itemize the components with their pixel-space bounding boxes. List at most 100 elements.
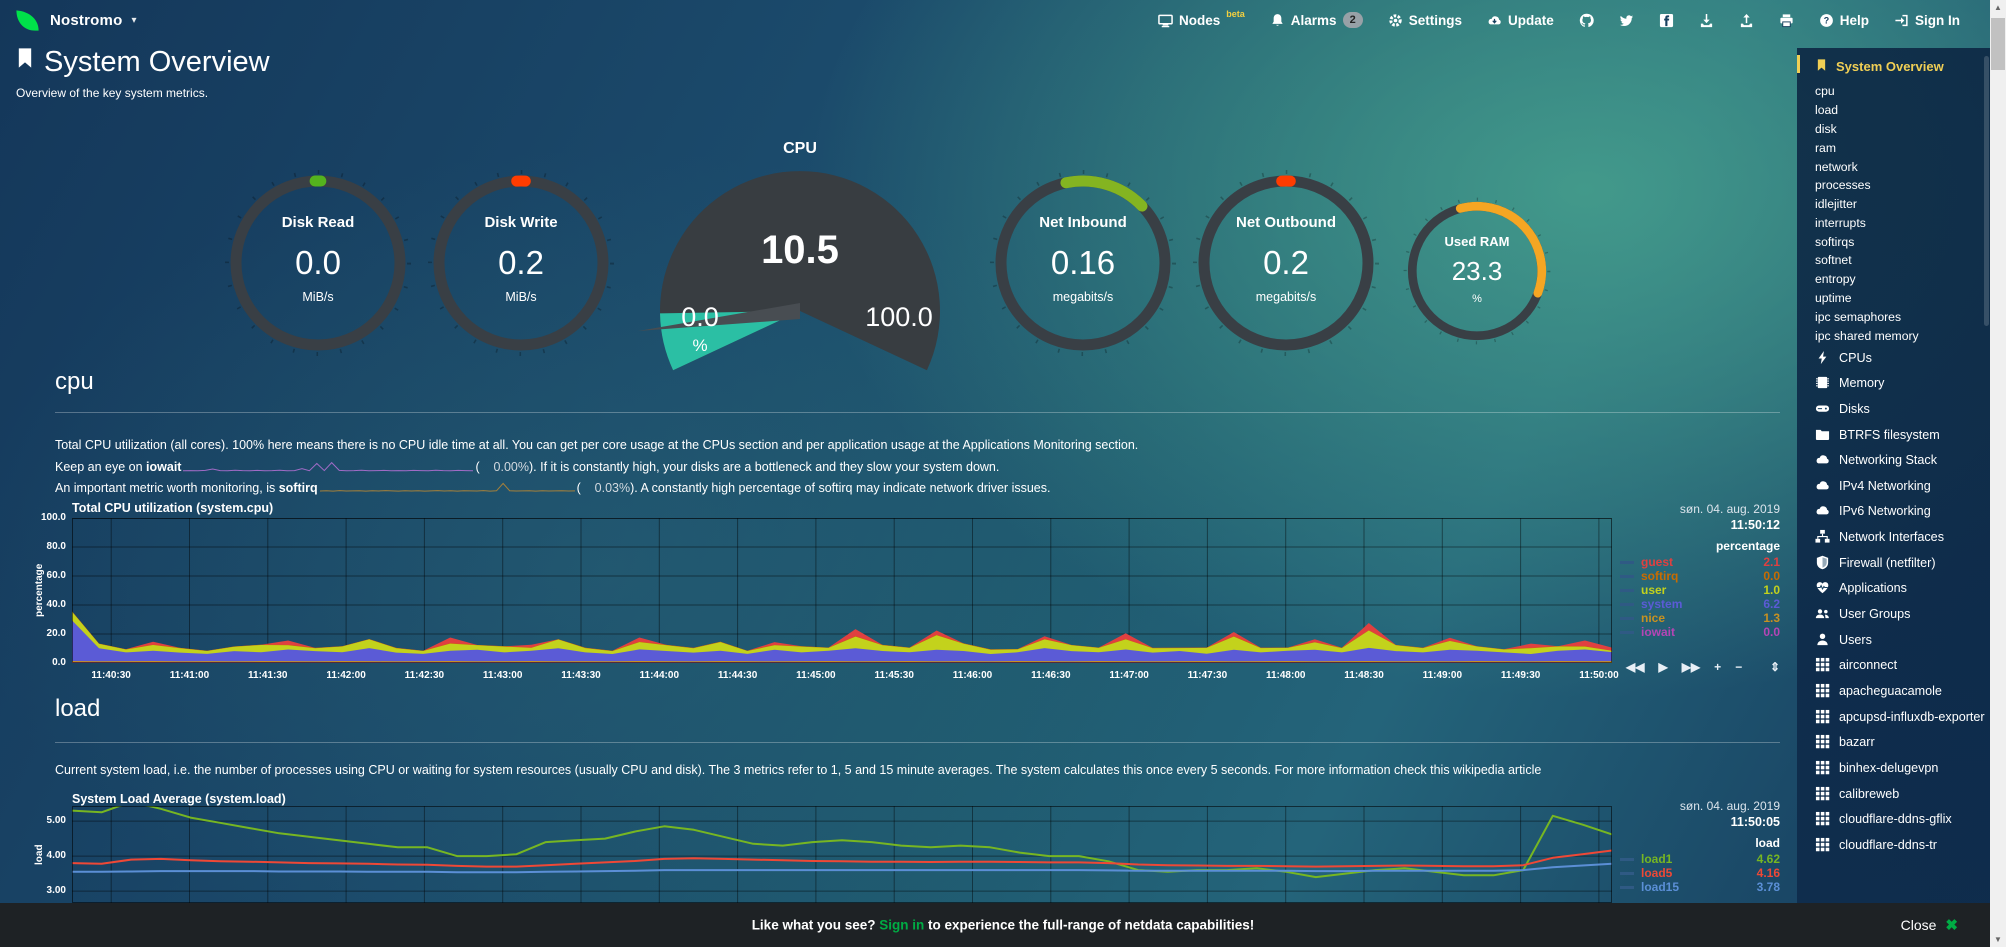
- cpu-chart-plot[interactable]: [72, 517, 1612, 668]
- nav-sign-in[interactable]: Sign In: [1894, 13, 1960, 28]
- legend-row-system[interactable]: system 6.2: [1620, 597, 1780, 611]
- legend-row-load1[interactable]: load1 4.62: [1620, 852, 1780, 866]
- sidebar-subitem-ram[interactable]: ram: [1815, 140, 1836, 155]
- resize-handle[interactable]: ⇕: [1769, 660, 1780, 674]
- sidebar-subitem-load[interactable]: load: [1815, 103, 1839, 118]
- sidebar-item-airconnect[interactable]: airconnect: [1797, 653, 1990, 679]
- legend-date: søn. 04. aug. 2019: [1679, 799, 1780, 813]
- legend-row-load15[interactable]: load15 3.78: [1620, 880, 1780, 894]
- scrollbar-down-arrow[interactable]: ▼: [1994, 935, 2002, 944]
- sidebar-item-network-interfaces[interactable]: Network Interfaces: [1797, 525, 1990, 551]
- nav-download[interactable]: [1699, 13, 1714, 28]
- nav-update[interactable]: Update: [1487, 13, 1554, 28]
- sidebar-subitem-idlejitter[interactable]: idlejitter: [1815, 197, 1857, 212]
- legend-rows: load1 4.62 load5 4.16 load15 3.78: [1620, 852, 1780, 894]
- play-button[interactable]: ▶: [1658, 660, 1668, 674]
- sidebar-subitem-disk[interactable]: disk: [1815, 121, 1837, 136]
- zoom-in-button[interactable]: +: [1714, 660, 1722, 674]
- sidebar-subitem-softirqs[interactable]: softirqs: [1815, 234, 1855, 249]
- sidebar-subitem-ipc-shared-memory[interactable]: ipc shared memory: [1815, 328, 1919, 343]
- sidebar-subitem-uptime[interactable]: uptime: [1815, 290, 1852, 305]
- net-outbound-gauge[interactable]: Net Outbound 0.2 megabits/s: [1191, 168, 1381, 358]
- sidebar-item-system-overview[interactable]: System Overview: [1797, 48, 1990, 82]
- chevron-down-icon[interactable]: ▾: [131, 14, 137, 26]
- legend-row-load5[interactable]: load5 4.16: [1620, 866, 1780, 880]
- sidebar-item-calibreweb[interactable]: calibreweb: [1797, 781, 1990, 807]
- sidebar-item-label: IPv4 Networking: [1839, 478, 1931, 493]
- sidebar-item-disks[interactable]: Disks: [1797, 396, 1990, 422]
- sidebar-subitem-ipc-semaphores[interactable]: ipc semaphores: [1815, 309, 1902, 324]
- legend-dash: [1620, 574, 1634, 578]
- sidebar-item-binhex-delugevpn[interactable]: binhex-delugevpn: [1797, 755, 1990, 781]
- nav-help[interactable]: ? Help: [1819, 13, 1869, 28]
- used-ram-gauge[interactable]: Used RAM 23.3 %: [1402, 196, 1552, 346]
- legend-units-header: percentage: [1715, 539, 1780, 553]
- legend-series-name: system: [1641, 597, 1683, 611]
- sidebar-subitem-interrupts[interactable]: interrupts: [1815, 215, 1866, 230]
- sidebar-item-users[interactable]: Users: [1797, 627, 1990, 653]
- sidebar-item-memory[interactable]: Memory: [1797, 371, 1990, 397]
- nav-settings[interactable]: Settings: [1388, 13, 1462, 28]
- disk-read-gauge[interactable]: Disk Read 0.0 MiB/s: [223, 168, 413, 358]
- nav-alarms[interactable]: Alarms 2: [1270, 12, 1363, 28]
- sidebar-item-networking-stack[interactable]: Networking Stack: [1797, 448, 1990, 474]
- sidebar-item-btrfs-filesystem[interactable]: BTRFS filesystem: [1797, 422, 1990, 448]
- download-icon: [1699, 13, 1714, 28]
- legend-row-guest[interactable]: guest 2.1: [1620, 555, 1780, 569]
- x-tick: 11:44:00: [639, 670, 680, 681]
- chart-toolbar: ◀◀ ▶ ▶▶ + − ⇕: [1626, 660, 1780, 674]
- pan-forward-button[interactable]: ▶▶: [1681, 660, 1701, 674]
- x-tick: 11:41:30: [248, 670, 288, 681]
- close-banner-button[interactable]: Close ✖: [1901, 916, 1958, 934]
- gauge-label: Disk Write: [484, 214, 558, 231]
- signin-icon: [1894, 13, 1909, 28]
- disk-write-gauge[interactable]: Disk Write 0.2 MiB/s: [426, 168, 616, 358]
- scrollbar-thumb[interactable]: [1991, 18, 2005, 70]
- sidebar-item-apacheguacamole[interactable]: apacheguacamole: [1797, 678, 1990, 704]
- brand-menu[interactable]: Nostromo ▾: [0, 7, 136, 34]
- grid-icon: [1815, 658, 1830, 672]
- cpu-gauge[interactable]: CPU 10.5 0.0 100.0 %: [630, 140, 970, 371]
- pan-backward-button[interactable]: ◀◀: [1626, 660, 1645, 674]
- sidebar-scrollbar-thumb[interactable]: [1984, 56, 1989, 326]
- sign-in-link[interactable]: Sign in: [879, 917, 925, 933]
- legend-row-softirq[interactable]: softirq 0.0: [1620, 569, 1780, 583]
- legend-date: søn. 04. aug. 2019: [1679, 502, 1780, 516]
- sidebar-subitem-network[interactable]: network: [1815, 159, 1858, 174]
- sidebar-subitem-softnet[interactable]: softnet: [1815, 253, 1852, 268]
- page-scrollbar[interactable]: ▲ ▼: [1990, 0, 2006, 947]
- nav-twitter[interactable]: [1619, 13, 1634, 28]
- nav-github[interactable]: [1579, 13, 1594, 28]
- legend-row-user[interactable]: user 1.0: [1620, 583, 1780, 597]
- nav-nodes[interactable]: Nodes beta: [1158, 9, 1245, 28]
- sidebar-item-apcupsd-influxdb-exporter[interactable]: apcupsd-influxdb-exporter: [1797, 704, 1990, 730]
- sidebar-item-label: bazarr: [1839, 735, 1875, 750]
- sidebar-subitem-processes[interactable]: processes: [1815, 178, 1871, 193]
- sidebar-item-firewall-netfilter-[interactable]: Firewall (netfilter): [1797, 550, 1990, 576]
- legend-series-name: load15: [1641, 880, 1680, 894]
- zoom-out-button[interactable]: −: [1735, 660, 1743, 674]
- nav-print[interactable]: [1779, 13, 1794, 28]
- gauge-unit: %: [692, 336, 708, 355]
- heartbeat-icon: [1815, 581, 1830, 595]
- nav-upload[interactable]: [1739, 13, 1754, 28]
- sidebar-item-cpus[interactable]: CPUs: [1797, 345, 1990, 371]
- nav-facebook[interactable]: [1659, 13, 1674, 28]
- sidebar-subitem-cpu[interactable]: cpu: [1815, 84, 1835, 99]
- net-inbound-gauge[interactable]: Net Inbound 0.16 megabits/s: [988, 168, 1178, 358]
- sidebar-item-cloudflare-ddns-tr[interactable]: cloudflare-ddns-tr: [1797, 832, 1990, 858]
- sidebar-item-bazarr[interactable]: bazarr: [1797, 730, 1990, 756]
- x-tick: 11:46:30: [1031, 670, 1071, 681]
- sidebar-item-cloudflare-ddns-gflix[interactable]: cloudflare-ddns-gflix: [1797, 807, 1990, 833]
- sidebar-subitem-entropy[interactable]: entropy: [1815, 272, 1856, 287]
- legend-row-iowait[interactable]: iowait 0.0: [1620, 625, 1780, 639]
- sidebar-item-ipv6-networking[interactable]: IPv6 Networking: [1797, 499, 1990, 525]
- load-chart-plot[interactable]: [71, 800, 1613, 903]
- brand-name[interactable]: Nostromo: [50, 11, 123, 29]
- sidebar-item-ipv4-networking[interactable]: IPv4 Networking: [1797, 473, 1990, 499]
- sidebar-item-user-groups[interactable]: User Groups: [1797, 602, 1990, 628]
- scrollbar-up-arrow[interactable]: ▲: [1994, 3, 2002, 12]
- sidebar-item-applications[interactable]: Applications: [1797, 576, 1990, 602]
- legend-row-nice[interactable]: nice 1.3: [1620, 611, 1780, 625]
